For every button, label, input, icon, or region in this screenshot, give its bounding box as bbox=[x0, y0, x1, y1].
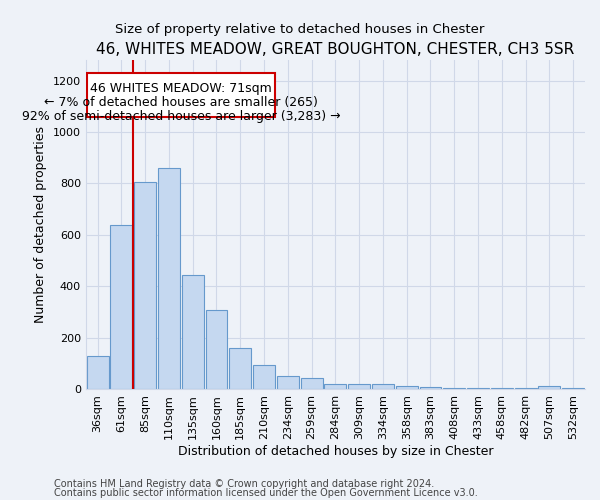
Text: ← 7% of detached houses are smaller (265): ← 7% of detached houses are smaller (265… bbox=[44, 96, 318, 109]
Title: 46, WHITES MEADOW, GREAT BOUGHTON, CHESTER, CH3 5SR: 46, WHITES MEADOW, GREAT BOUGHTON, CHEST… bbox=[96, 42, 574, 58]
Bar bbox=[419, 387, 442, 389]
Text: Size of property relative to detached houses in Chester: Size of property relative to detached ho… bbox=[115, 22, 485, 36]
Bar bbox=[372, 384, 394, 389]
Bar bbox=[301, 378, 323, 389]
Bar bbox=[182, 274, 203, 389]
Bar bbox=[443, 388, 465, 389]
Text: 46 WHITES MEADOW: 71sqm: 46 WHITES MEADOW: 71sqm bbox=[90, 82, 272, 95]
Y-axis label: Number of detached properties: Number of detached properties bbox=[34, 126, 47, 323]
Bar bbox=[134, 182, 156, 389]
Bar bbox=[515, 388, 536, 389]
Bar bbox=[325, 384, 346, 389]
Bar bbox=[562, 388, 584, 389]
Text: Contains public sector information licensed under the Open Government Licence v3: Contains public sector information licen… bbox=[54, 488, 478, 498]
Text: Contains HM Land Registry data © Crown copyright and database right 2024.: Contains HM Land Registry data © Crown c… bbox=[54, 479, 434, 489]
Bar bbox=[277, 376, 299, 389]
Bar bbox=[253, 364, 275, 389]
Bar bbox=[206, 310, 227, 389]
Bar bbox=[348, 384, 370, 389]
Bar bbox=[396, 386, 418, 389]
Bar bbox=[229, 348, 251, 389]
X-axis label: Distribution of detached houses by size in Chester: Distribution of detached houses by size … bbox=[178, 444, 493, 458]
Bar bbox=[538, 386, 560, 389]
Bar bbox=[87, 73, 275, 117]
Bar bbox=[491, 388, 513, 389]
Bar bbox=[110, 224, 133, 389]
Bar bbox=[467, 388, 489, 389]
Bar bbox=[86, 356, 109, 389]
Bar bbox=[158, 168, 180, 389]
Text: 92% of semi-detached houses are larger (3,283) →: 92% of semi-detached houses are larger (… bbox=[22, 110, 340, 123]
